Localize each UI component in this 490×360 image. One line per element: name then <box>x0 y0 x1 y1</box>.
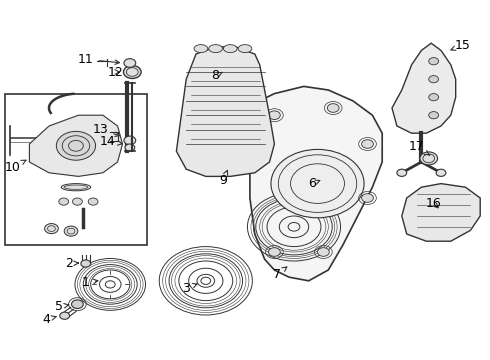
Ellipse shape <box>209 45 222 53</box>
Text: 17: 17 <box>409 140 430 155</box>
Circle shape <box>81 260 91 267</box>
Text: 6: 6 <box>308 177 320 190</box>
Text: 7: 7 <box>273 267 287 281</box>
Circle shape <box>429 94 439 101</box>
Text: 2: 2 <box>65 257 78 270</box>
Polygon shape <box>392 43 456 133</box>
Circle shape <box>436 169 446 176</box>
Circle shape <box>362 194 373 202</box>
Circle shape <box>420 152 438 165</box>
Circle shape <box>45 224 58 234</box>
Text: 8: 8 <box>212 69 222 82</box>
Circle shape <box>397 169 407 176</box>
Circle shape <box>124 136 136 145</box>
Ellipse shape <box>194 45 208 53</box>
Bar <box>5 94 147 245</box>
Polygon shape <box>250 86 382 281</box>
Circle shape <box>60 312 70 319</box>
Circle shape <box>59 198 69 205</box>
Text: 14: 14 <box>100 135 122 148</box>
Polygon shape <box>402 184 480 241</box>
Circle shape <box>64 226 78 236</box>
Circle shape <box>56 131 96 160</box>
Circle shape <box>88 198 98 205</box>
Text: 3: 3 <box>182 282 197 294</box>
Text: 16: 16 <box>426 197 441 210</box>
Text: 11: 11 <box>78 53 120 66</box>
Polygon shape <box>176 47 274 176</box>
Circle shape <box>318 248 329 256</box>
Circle shape <box>327 104 339 112</box>
Text: 1: 1 <box>82 276 98 289</box>
Circle shape <box>72 300 83 309</box>
Text: 10: 10 <box>4 160 26 174</box>
Polygon shape <box>29 115 122 176</box>
Text: 12: 12 <box>107 66 123 78</box>
Ellipse shape <box>61 184 91 191</box>
Circle shape <box>429 58 439 65</box>
Ellipse shape <box>223 45 237 53</box>
Circle shape <box>125 144 135 151</box>
Ellipse shape <box>238 45 252 53</box>
Circle shape <box>429 76 439 83</box>
Circle shape <box>124 59 136 67</box>
Circle shape <box>271 149 364 218</box>
Circle shape <box>269 248 280 256</box>
Text: 15: 15 <box>451 39 471 51</box>
Circle shape <box>123 66 141 78</box>
Circle shape <box>429 112 439 119</box>
Text: 9: 9 <box>219 170 228 187</box>
Text: 4: 4 <box>43 313 56 326</box>
Circle shape <box>269 111 280 120</box>
Circle shape <box>73 198 82 205</box>
Circle shape <box>362 140 373 148</box>
Text: 5: 5 <box>55 300 69 313</box>
Text: 13: 13 <box>93 123 120 136</box>
